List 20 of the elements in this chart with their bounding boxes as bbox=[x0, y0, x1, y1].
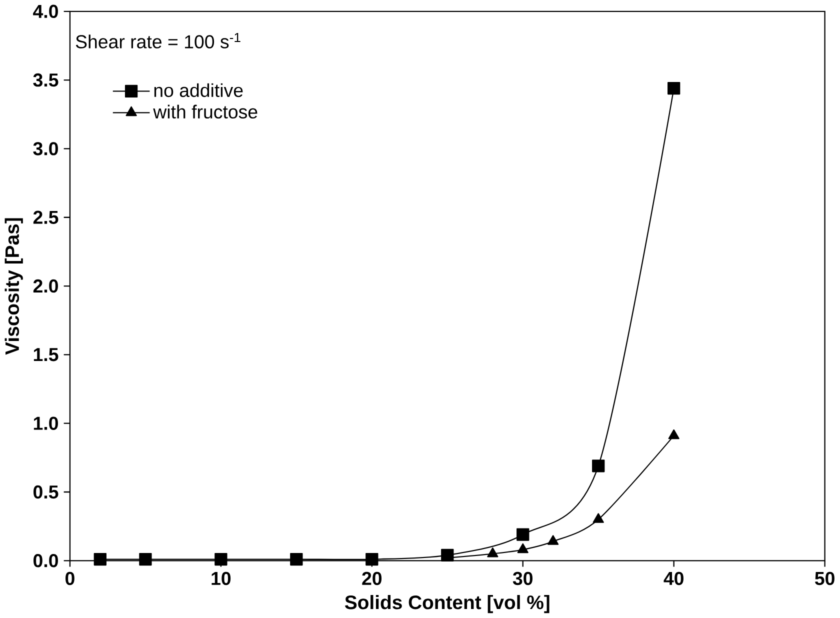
y-tick-label: 4.0 bbox=[33, 4, 58, 18]
annotation: Shear rate = 100 s$^{-1}$ bbox=[76, 33, 240, 48]
y-tick-label: 0.5 bbox=[34, 485, 58, 499]
y-tick-label: 0.0 bbox=[34, 554, 58, 568]
y-tick-label: 2.5 bbox=[33, 210, 58, 224]
y-tick-label: 1.0 bbox=[34, 416, 58, 430]
legend-label: no additive bbox=[154, 83, 243, 98]
x-tick-label: 40 bbox=[664, 572, 684, 586]
y-tick-label: 2.0 bbox=[33, 279, 58, 293]
y-axis-title: Viscosity [Pas] bbox=[4, 218, 23, 355]
x-tick-label: 10 bbox=[212, 572, 231, 586]
x-tick-label: 30 bbox=[512, 572, 532, 586]
y-tick-label: 3.0 bbox=[33, 142, 58, 156]
legend-label: with fructose bbox=[153, 104, 258, 119]
y-tick-label: 3.5 bbox=[33, 73, 58, 87]
y-tick-label: 1.5 bbox=[34, 348, 58, 362]
x-axis-title: Solids Content [vol %] bbox=[344, 595, 550, 614]
x-tick-label: 50 bbox=[815, 572, 834, 586]
x-tick-label: 20 bbox=[362, 572, 382, 586]
x-tick-label: 0 bbox=[66, 572, 74, 586]
